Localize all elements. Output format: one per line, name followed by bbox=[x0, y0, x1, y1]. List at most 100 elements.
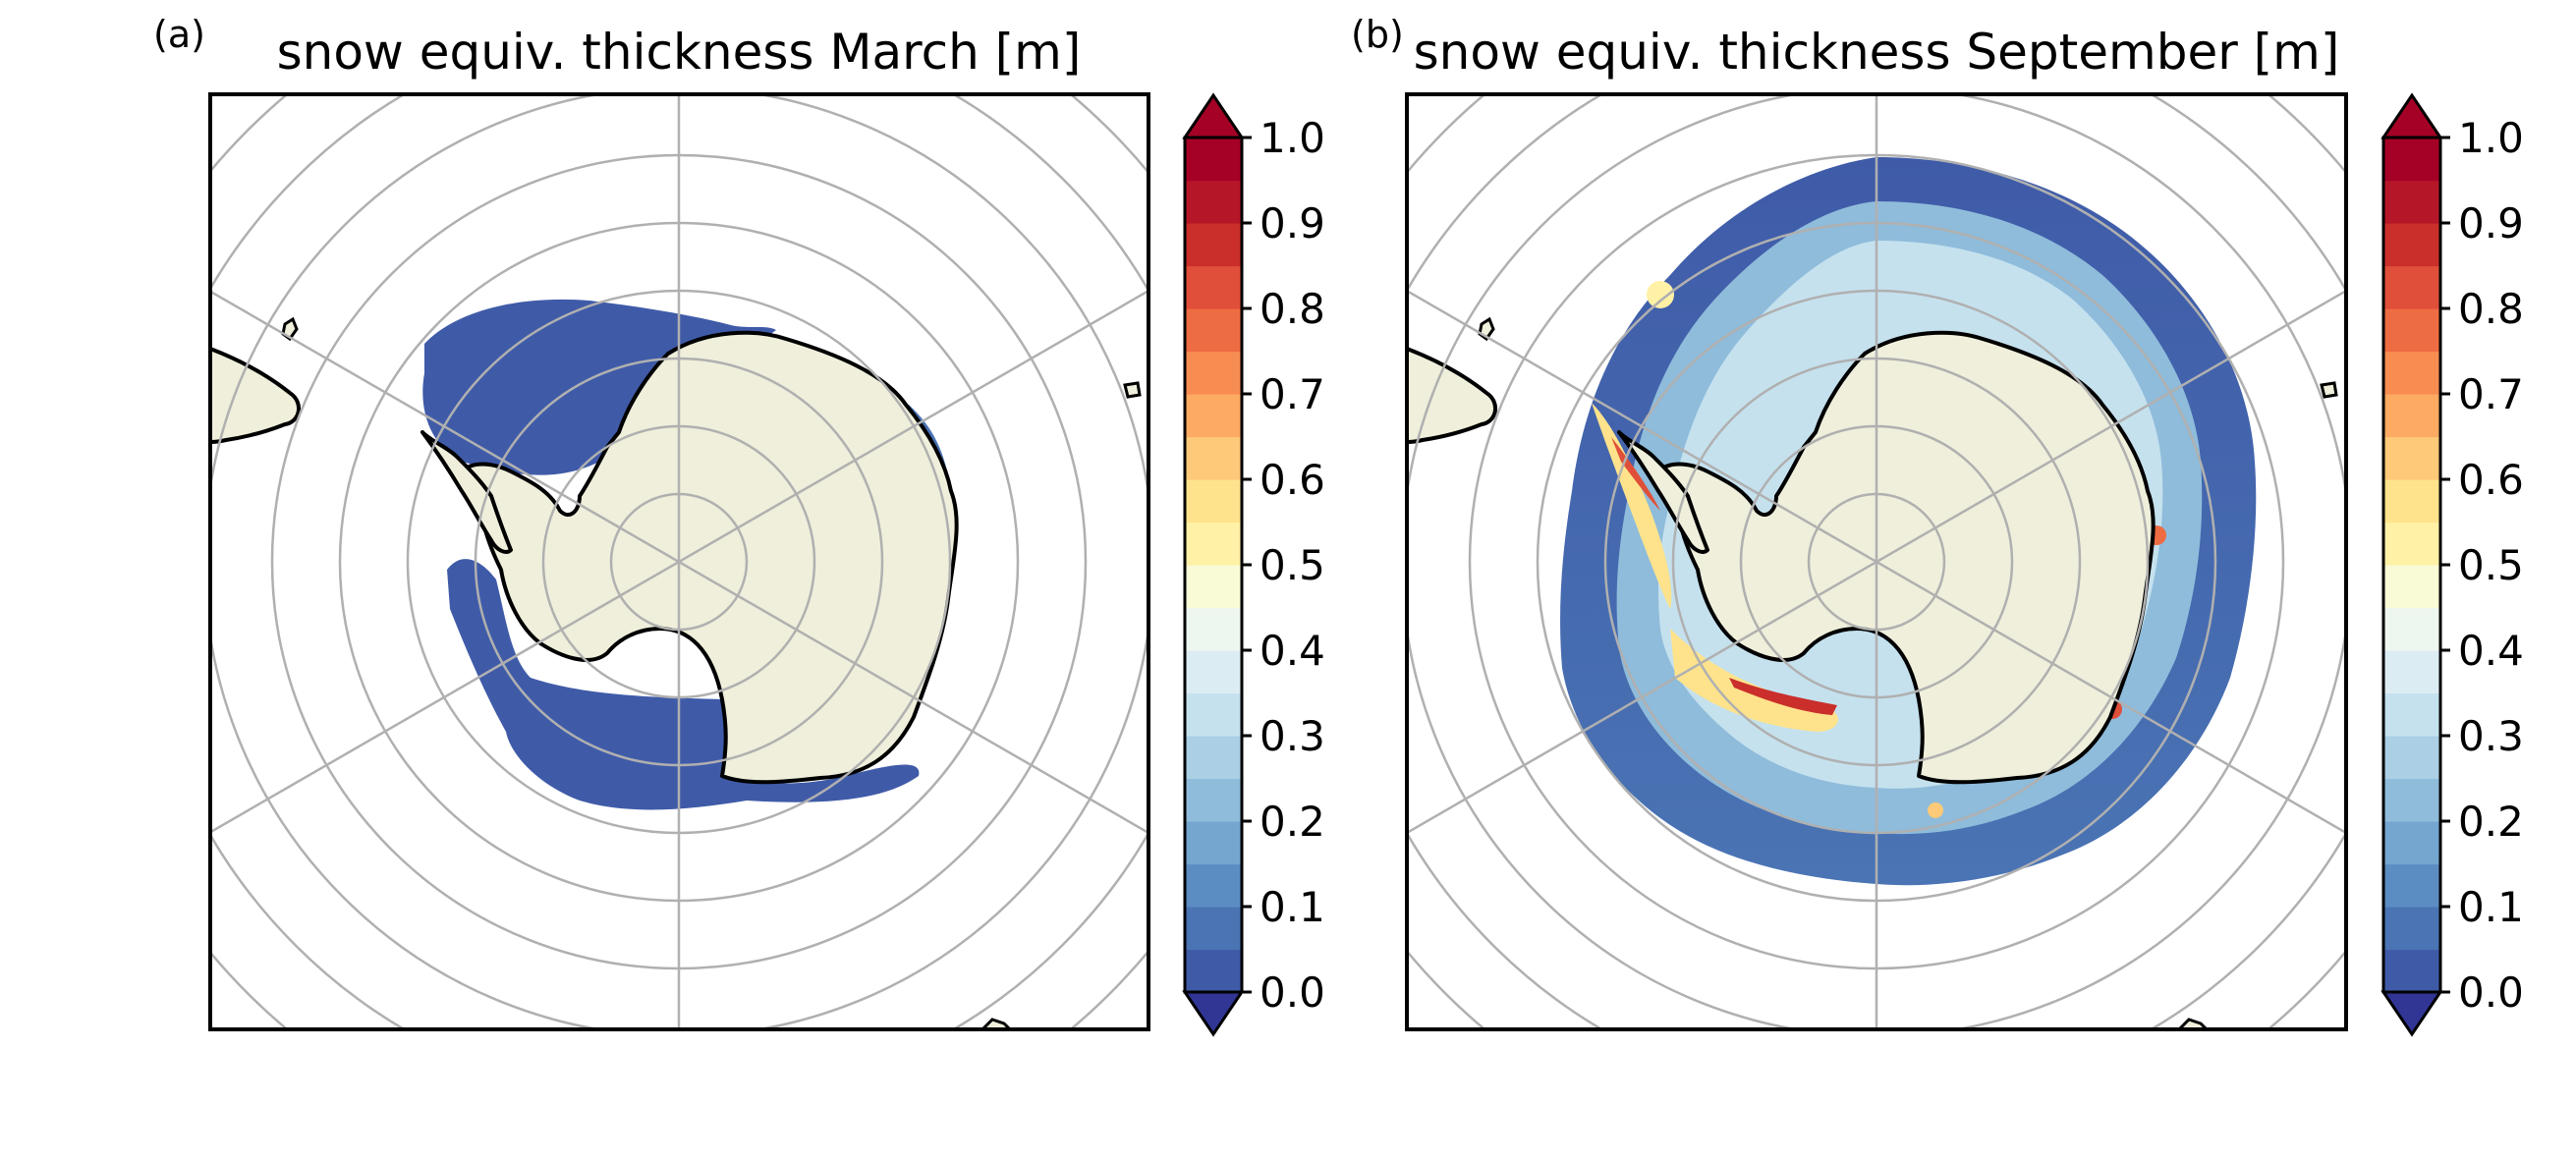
colorbar-a-ticks: 0.0 0.1 0.2 0.3 0.4 0.5 0.6 0.7 0.8 0.9 1.0 bbox=[1242, 114, 1325, 1017]
colorbar-b-tick-label: 0.7 bbox=[2458, 370, 2524, 418]
colorbar-b: 0.0 0.1 0.2 0.3 0.4 0.5 0.6 0.7 0.8 0.9 1.0 bbox=[2380, 92, 2524, 1037]
colorbar-a: 0.0 0.1 0.2 0.3 0.4 0.5 0.6 0.7 0.8 0.9 1.0 bbox=[1182, 92, 1325, 1037]
panel-b-letter: (b) bbox=[1351, 13, 1404, 56]
panel-b-island-east bbox=[2320, 381, 2338, 399]
panel-b-frame bbox=[1405, 92, 2348, 1031]
colorbar-b-band bbox=[2383, 351, 2440, 395]
panel-b-thick-weddell-red bbox=[1611, 437, 1660, 511]
colorbar-b-band bbox=[2383, 308, 2440, 353]
panel-a-frame bbox=[208, 92, 1150, 1031]
colorbar-a-bands bbox=[1185, 138, 1242, 993]
colorbar-b-under-arrow bbox=[2380, 990, 2443, 1037]
colorbar-a-tick-label: 0.4 bbox=[1260, 627, 1325, 675]
colorbar-a-band bbox=[1185, 907, 1242, 951]
colorbar-b-tick-label: 0.3 bbox=[2458, 712, 2524, 760]
colorbar-b-band bbox=[2383, 138, 2440, 182]
colorbar-b-band bbox=[2383, 522, 2440, 566]
colorbar-a-band bbox=[1185, 223, 1242, 267]
colorbar-a-band bbox=[1185, 565, 1242, 609]
colorbar-a-tick-label: 0.2 bbox=[1260, 798, 1325, 846]
panel-a-title: snow equiv. thickness March [m] bbox=[277, 24, 1082, 81]
colorbar-b-band bbox=[2383, 180, 2440, 224]
colorbar-b-band bbox=[2383, 479, 2440, 524]
colorbar-a-band bbox=[1185, 949, 1242, 993]
panel-a-island-east bbox=[1123, 381, 1142, 399]
colorbar-b-tick-label: 0.8 bbox=[2458, 285, 2524, 333]
colorbar-b-tick-label: 0.6 bbox=[2458, 456, 2524, 504]
panel-a-ice-ross bbox=[447, 559, 920, 810]
colorbar-a-band bbox=[1185, 607, 1242, 651]
panel-b-map bbox=[1407, 94, 2346, 1029]
colorbar-b-band bbox=[2383, 650, 2440, 694]
colorbar-a-tick-label: 0.8 bbox=[1260, 285, 1325, 333]
colorbar-a-band bbox=[1185, 692, 1242, 737]
colorbar-a-band bbox=[1185, 351, 1242, 395]
colorbar-b-over-arrow bbox=[2380, 92, 2443, 139]
colorbar-b-tick-label: 0.5 bbox=[2458, 541, 2524, 589]
colorbar-a-band bbox=[1185, 522, 1242, 566]
colorbar-b-band bbox=[2383, 736, 2440, 780]
colorbar-b-bands bbox=[2383, 138, 2440, 993]
panel-a-letter: (a) bbox=[153, 13, 205, 56]
panel-b: (b) snow equiv. thickness September [m] bbox=[1351, 13, 2348, 1031]
colorbar-a-band bbox=[1185, 394, 1242, 438]
colorbar-a-tick-label: 0.5 bbox=[1260, 541, 1325, 589]
colorbar-a-band bbox=[1185, 436, 1242, 480]
colorbar-a-tick-label: 0.0 bbox=[1260, 968, 1325, 1017]
panel-b-antarctica bbox=[1656, 330, 2156, 785]
colorbar-b-ticks: 0.0 0.1 0.2 0.3 0.4 0.5 0.6 0.7 0.8 0.9 1.0 bbox=[2440, 114, 2524, 1017]
colorbar-a-tick-label: 0.1 bbox=[1260, 883, 1325, 931]
colorbar-b-tick-label: 0.4 bbox=[2458, 627, 2524, 675]
colorbar-b-tick-label: 0.0 bbox=[2458, 968, 2524, 1017]
colorbar-a-tick-label: 0.7 bbox=[1260, 370, 1325, 418]
panel-b-hotspot-3 bbox=[1928, 802, 1943, 818]
colorbar-b-tick-label: 0.1 bbox=[2458, 883, 2524, 931]
panel-b-thick-ross-red bbox=[1729, 678, 1837, 715]
colorbar-a-band bbox=[1185, 778, 1242, 822]
colorbar-b-band bbox=[2383, 863, 2440, 908]
colorbar-b-band bbox=[2383, 565, 2440, 609]
colorbar-a-tick-label: 0.3 bbox=[1260, 712, 1325, 760]
panel-a-map bbox=[210, 94, 1148, 1029]
colorbar-b-band bbox=[2383, 692, 2440, 737]
colorbar-a-band bbox=[1185, 736, 1242, 780]
colorbar-a-tick-label: 0.6 bbox=[1260, 456, 1325, 504]
panel-b-graticule bbox=[1407, 94, 2346, 1029]
colorbar-a-band bbox=[1185, 138, 1242, 182]
panel-b-title: snow equiv. thickness September [m] bbox=[1414, 24, 2340, 81]
colorbar-b-tick-label: 0.2 bbox=[2458, 798, 2524, 846]
colorbar-b-tick-label: 0.9 bbox=[2458, 199, 2524, 248]
colorbar-b-band bbox=[2383, 265, 2440, 309]
panel-a: (a) snow equiv. thickness March [m] bbox=[153, 13, 1150, 1031]
colorbar-a-over-arrow bbox=[1182, 92, 1245, 139]
colorbar-b-band bbox=[2383, 223, 2440, 267]
panel-b-thick-weddell bbox=[1592, 403, 1672, 609]
colorbar-b-band bbox=[2383, 394, 2440, 438]
colorbar-b-band bbox=[2383, 907, 2440, 951]
colorbar-a-band bbox=[1185, 821, 1242, 865]
panel-a-antarctica bbox=[460, 330, 959, 785]
panel-a-graticule bbox=[210, 94, 1148, 1029]
panel-b-hotspot-4 bbox=[1647, 281, 1674, 308]
colorbar-b-band bbox=[2383, 821, 2440, 865]
colorbar-a-tick-label: 0.9 bbox=[1260, 199, 1325, 248]
colorbar-b-tick-label: 1.0 bbox=[2458, 114, 2524, 162]
colorbar-b-band bbox=[2383, 778, 2440, 822]
colorbar-a-band bbox=[1185, 650, 1242, 694]
colorbar-a-under-arrow bbox=[1182, 990, 1245, 1037]
colorbar-a-band bbox=[1185, 863, 1242, 908]
panel-a-peninsula bbox=[420, 430, 513, 554]
panel-b-south-america bbox=[1407, 347, 1497, 444]
panel-a-south-america bbox=[210, 347, 301, 444]
panel-a-island-south bbox=[980, 1018, 1013, 1029]
colorbar-a-band bbox=[1185, 308, 1242, 353]
colorbar-a-band bbox=[1185, 180, 1242, 224]
colorbar-a-band bbox=[1185, 265, 1242, 309]
colorbar-b-band bbox=[2383, 436, 2440, 480]
panel-b-peninsula bbox=[1617, 430, 1709, 554]
colorbar-a-tick-label: 1.0 bbox=[1260, 114, 1325, 162]
colorbar-a-band bbox=[1185, 479, 1242, 524]
colorbar-b-band bbox=[2383, 607, 2440, 651]
panel-b-island-south bbox=[2176, 1018, 2210, 1029]
